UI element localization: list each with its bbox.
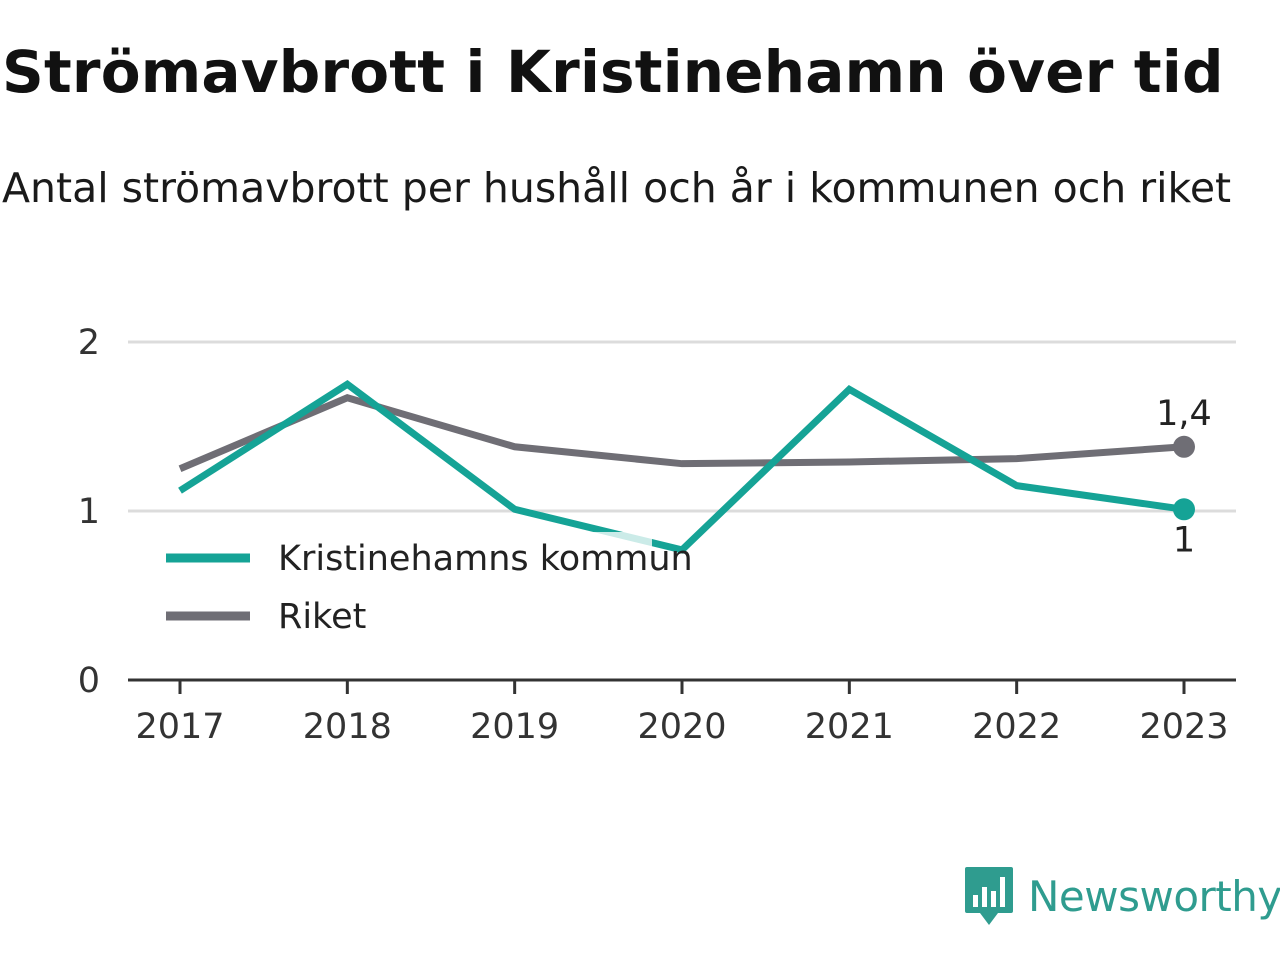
end-labels: 11,4 [1156, 394, 1212, 561]
legend-background [152, 532, 652, 642]
newsworthy-logo-icon [965, 867, 1013, 925]
brand-logo: Newsworthy [964, 864, 1280, 928]
x-tick-label: 2018 [303, 707, 392, 747]
y-tick-label: 0 [78, 661, 100, 701]
series-end-point-0 [1173, 498, 1195, 521]
series-line-1 [178, 394, 1185, 472]
y-tick-label: 1 [78, 492, 100, 532]
chart-title: Strömavbrott i Kristinehamn över tid [2, 38, 1224, 106]
x-tick-label: 2023 [1139, 707, 1228, 747]
series-end-point-1 [1173, 435, 1195, 458]
series-line-0 [178, 379, 1185, 554]
x-tick-label: 2020 [637, 707, 726, 747]
legend-label: Riket [278, 597, 366, 637]
series-lines [178, 379, 1195, 554]
chart-subtitle: Antal strömavbrott per hushåll och år i … [2, 164, 1232, 212]
y-tick-label: 2 [78, 323, 100, 363]
end-label-kristinehamn: 1 [1173, 520, 1195, 560]
y-axis-ticks: 0 1 2 [78, 323, 100, 701]
legend: Kristinehamns kommun Riket [152, 532, 693, 642]
x-tick-label: 2019 [470, 707, 559, 747]
x-axis: 2017 2018 2019 2020 2021 2022 2023 [128, 678, 1236, 747]
gridlines [128, 340, 1236, 513]
x-tick-label: 2022 [972, 707, 1061, 747]
end-label-riket: 1,4 [1156, 394, 1212, 434]
legend-label: Kristinehamns kommun [278, 539, 693, 579]
x-tick-label: 2017 [135, 707, 224, 747]
brand-name: Newsworthy [1028, 871, 1280, 921]
x-tick-label: 2021 [805, 707, 894, 747]
